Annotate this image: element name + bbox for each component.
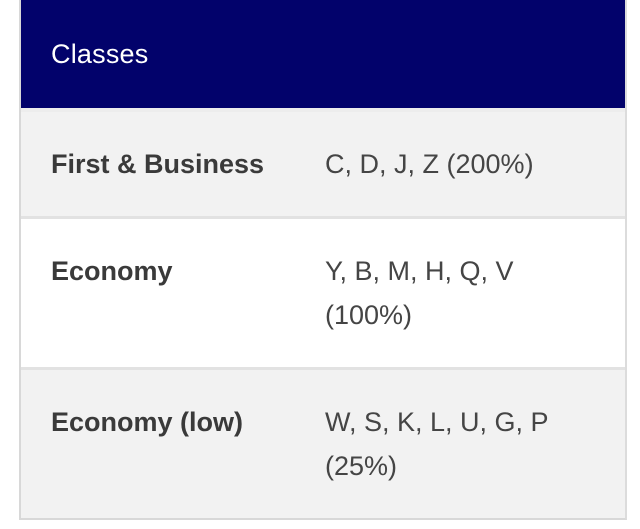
booking-codes-text: C, D, J, Z [325, 149, 439, 179]
booking-codes-text: Y, B, M, H, Q, V [325, 256, 514, 286]
booking-percent-text: (200%) [446, 149, 534, 179]
class-name-label: First & Business [51, 149, 265, 179]
table-header-title: Classes [51, 39, 149, 69]
booking-percent-text: (25%) [325, 451, 398, 481]
booking-codes-cell: Y, B, M, H, Q, V (100%) [325, 249, 625, 337]
class-name-label: Economy [51, 256, 173, 286]
table-body: First & Business C, D, J, Z (200%) Econo… [21, 108, 625, 518]
booking-percent-text: (100%) [325, 300, 413, 330]
booking-codes-text: W, S, K, L, U, G, P [325, 407, 549, 437]
table-header: Classes [21, 0, 625, 108]
booking-codes-cell: C, D, J, Z (200%) [325, 142, 625, 186]
fare-classes-table: Classes First & Business C, D, J, Z (200… [19, 0, 627, 520]
table-row-economy: Economy Y, B, M, H, Q, V (100%) [21, 216, 625, 367]
table-row-economy-low: Economy (low) W, S, K, L, U, G, P (25%) [21, 367, 625, 518]
table-row-first-business: First & Business C, D, J, Z (200%) [21, 112, 625, 216]
class-name-label: Economy (low) [51, 407, 244, 437]
booking-codes-cell: W, S, K, L, U, G, P (25%) [325, 400, 625, 488]
